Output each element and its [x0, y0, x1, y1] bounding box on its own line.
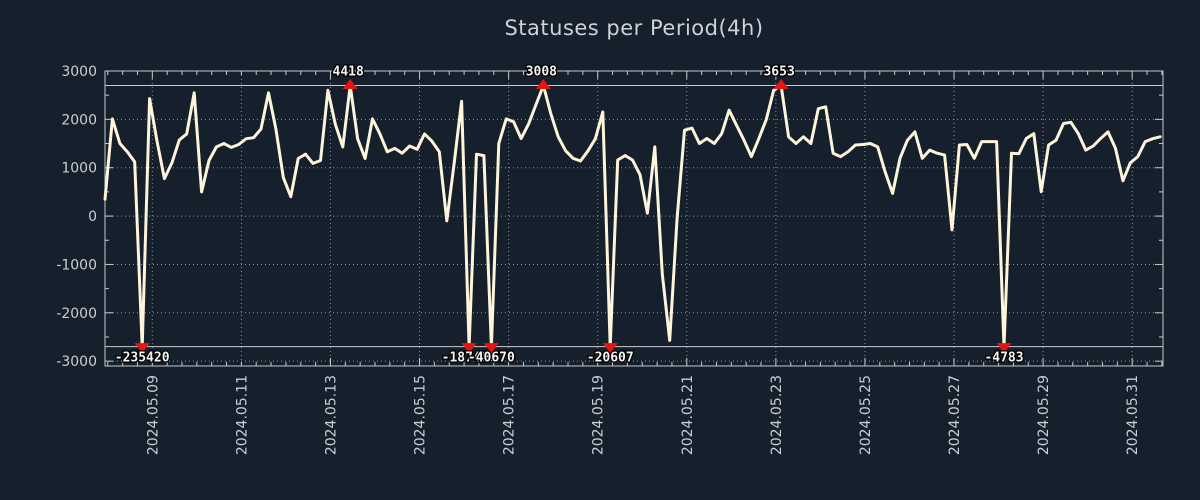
y-tick-label: -2000	[56, 306, 97, 322]
x-tick-label: 2024.05.11	[234, 375, 250, 455]
y-tick-label: -1000	[56, 257, 97, 273]
dip-value-label: -4783	[984, 351, 1023, 366]
dip-value-label: -187400	[442, 351, 497, 366]
x-tick-label: 2024.05.27	[947, 375, 963, 455]
x-tick-label: 2024.05.19	[591, 375, 607, 455]
plot-border	[104, 70, 1164, 367]
x-tick-label: 2024.05.23	[769, 375, 785, 455]
x-tick-label: 2024.05.31	[1125, 375, 1141, 455]
dip-marker-icon	[483, 343, 499, 354]
y-tick-label: 1000	[61, 161, 97, 177]
y-tick-label: -3000	[56, 354, 97, 370]
dip-marker-icon	[461, 343, 477, 354]
peak-marker-icon	[535, 79, 551, 90]
x-tick-label: 2024.05.15	[413, 375, 429, 455]
dip-marker-icon	[134, 343, 150, 354]
peak-marker-icon	[773, 79, 789, 90]
peak-value-label: 4418	[333, 65, 364, 80]
peak-value-label: 3008	[526, 65, 557, 80]
series-line	[103, 84, 1162, 349]
x-tick-label: 2024.05.17	[502, 375, 518, 455]
dip-value-label: -20607	[587, 351, 634, 366]
peak-marker-icon	[342, 79, 358, 90]
y-tick-label: 2000	[61, 112, 97, 128]
x-tick-label: 2024.05.29	[1036, 375, 1052, 455]
x-tick-label: 2024.05.21	[680, 375, 696, 455]
y-tick-label: 3000	[61, 64, 97, 80]
x-tick-label: 2024.05.13	[323, 375, 339, 455]
dip-value-label: -235420	[115, 351, 170, 366]
dip-value-label: -40670	[468, 351, 515, 366]
dip-marker-icon	[602, 343, 618, 354]
chart-title: Statuses per Period(4h)	[504, 16, 764, 40]
dip-marker-icon	[996, 343, 1012, 354]
peak-value-label: 3653	[763, 65, 794, 80]
x-tick-label: 2024.05.09	[145, 375, 161, 455]
x-tick-label: 2024.05.25	[858, 375, 874, 455]
y-tick-label: 0	[88, 209, 97, 225]
